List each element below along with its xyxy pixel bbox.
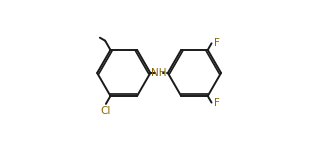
- Text: NH: NH: [151, 68, 166, 78]
- Text: Cl: Cl: [101, 106, 111, 116]
- Text: F: F: [214, 38, 220, 48]
- Text: F: F: [214, 98, 220, 108]
